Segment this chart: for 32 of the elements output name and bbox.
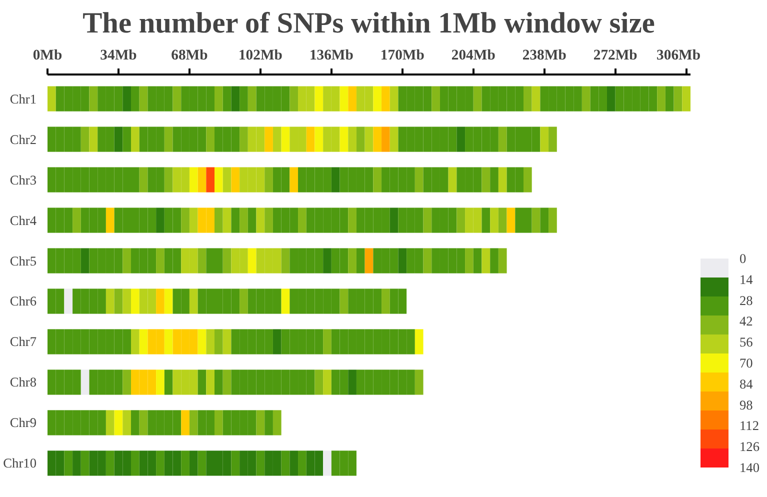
x-tick-label: 0Mb bbox=[32, 48, 62, 64]
x-tick-label: 272Mb bbox=[593, 48, 638, 64]
y-tick-label: Chr8 bbox=[10, 374, 37, 390]
y-tick-label: Chr4 bbox=[10, 212, 37, 228]
y-tick-label: Chr6 bbox=[10, 294, 37, 309]
color-bar-label: 56 bbox=[740, 334, 754, 350]
color-bar-label: 84 bbox=[740, 376, 754, 392]
x-tick-label: 204Mb bbox=[451, 48, 496, 64]
color-bar-label: 14 bbox=[740, 272, 754, 287]
y-tick-label: Chr5 bbox=[10, 253, 37, 268]
x-tick-label: 34Mb bbox=[100, 48, 137, 64]
color-bar-label: 98 bbox=[740, 397, 754, 412]
y-tick-label: Chr2 bbox=[10, 132, 36, 147]
x-tick-label: 238Mb bbox=[522, 48, 566, 64]
chart-title: The number of SNPs within 1Mb window size bbox=[82, 8, 655, 40]
x-tick-label: 136Mb bbox=[309, 48, 354, 64]
x-tick-label: 306Mb bbox=[656, 48, 700, 64]
y-tick-label: Chr9 bbox=[10, 415, 37, 430]
y-tick-label: Chr10 bbox=[3, 456, 37, 471]
y-tick-label: Chr1 bbox=[10, 91, 36, 106]
color-bar-label: 70 bbox=[740, 356, 754, 370]
x-tick-label: 102Mb bbox=[238, 48, 282, 64]
color-bar-label: 140 bbox=[740, 460, 760, 475]
y-tick-label: Chr3 bbox=[10, 172, 37, 188]
color-bar-label: 0 bbox=[740, 251, 746, 266]
x-tick-label: 170Mb bbox=[380, 48, 424, 64]
x-tick-label: 68Mb bbox=[171, 48, 208, 64]
color-bar-label: 42 bbox=[740, 314, 753, 329]
color-bar-label: 126 bbox=[740, 439, 760, 454]
color-bar-label: 28 bbox=[740, 292, 754, 308]
y-tick-label: Chr7 bbox=[10, 334, 37, 350]
color-bar-label: 112 bbox=[740, 418, 759, 434]
